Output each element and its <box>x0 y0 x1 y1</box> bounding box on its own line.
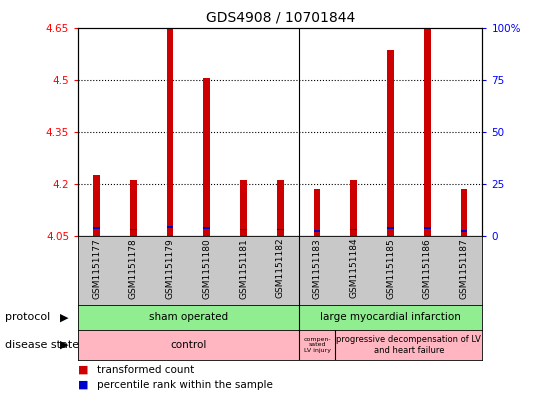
Text: control: control <box>170 340 206 350</box>
Bar <box>93 175 100 236</box>
Bar <box>240 229 247 230</box>
Text: ■: ■ <box>78 365 88 375</box>
Bar <box>93 227 100 229</box>
Bar <box>277 229 284 230</box>
Bar <box>461 189 467 236</box>
Bar <box>299 330 335 360</box>
Text: sham operated: sham operated <box>149 312 228 322</box>
Text: GSM1151186: GSM1151186 <box>423 238 432 299</box>
Text: GSM1151179: GSM1151179 <box>165 238 175 299</box>
Text: compen-
sated
LV injury: compen- sated LV injury <box>303 336 331 353</box>
Bar <box>299 305 482 330</box>
Text: ▶: ▶ <box>60 312 69 322</box>
Text: GSM1151182: GSM1151182 <box>276 238 285 299</box>
Text: GSM1151180: GSM1151180 <box>202 238 211 299</box>
Bar <box>167 226 174 228</box>
Title: GDS4908 / 10701844: GDS4908 / 10701844 <box>206 11 355 25</box>
Bar <box>387 227 394 229</box>
Text: GSM1151177: GSM1151177 <box>92 238 101 299</box>
Text: large myocardial infarction: large myocardial infarction <box>320 312 461 322</box>
Text: progressive decompensation of LV
and heart failure: progressive decompensation of LV and hea… <box>336 335 481 354</box>
Bar <box>78 330 299 360</box>
Text: percentile rank within the sample: percentile rank within the sample <box>97 380 273 389</box>
Bar <box>350 229 357 230</box>
Text: GSM1151183: GSM1151183 <box>313 238 322 299</box>
Bar <box>314 189 320 236</box>
Bar <box>350 180 357 236</box>
Bar <box>314 230 320 232</box>
Bar <box>130 229 136 230</box>
Bar <box>424 29 431 236</box>
Bar <box>461 230 467 232</box>
Text: disease state: disease state <box>5 340 80 350</box>
Text: protocol: protocol <box>5 312 51 322</box>
Bar <box>335 330 482 360</box>
Text: GSM1151185: GSM1151185 <box>386 238 395 299</box>
Text: transformed count: transformed count <box>97 365 194 375</box>
Text: ▶: ▶ <box>60 340 69 350</box>
Text: GSM1151181: GSM1151181 <box>239 238 248 299</box>
Bar <box>78 305 299 330</box>
Bar <box>424 227 431 229</box>
Text: GSM1151187: GSM1151187 <box>460 238 468 299</box>
Bar <box>240 180 247 236</box>
Bar <box>387 50 394 236</box>
Text: GSM1151184: GSM1151184 <box>349 238 358 299</box>
Bar <box>130 180 136 236</box>
Text: ■: ■ <box>78 380 88 389</box>
Bar <box>277 180 284 236</box>
Bar <box>204 78 210 236</box>
Text: GSM1151178: GSM1151178 <box>129 238 138 299</box>
Bar <box>204 227 210 229</box>
Bar <box>167 28 174 236</box>
